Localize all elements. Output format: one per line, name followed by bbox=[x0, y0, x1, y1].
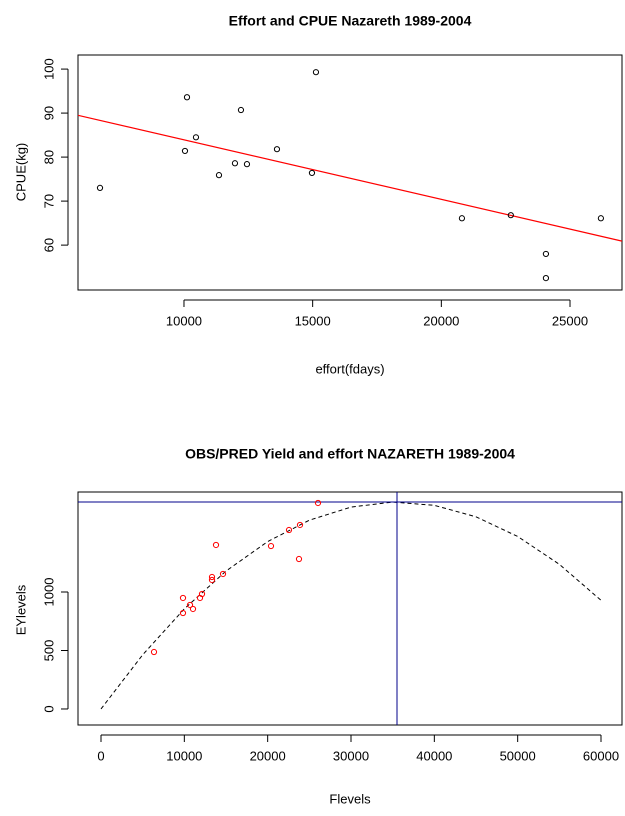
point bbox=[231, 160, 239, 167]
point bbox=[542, 275, 550, 282]
point bbox=[458, 215, 466, 222]
fit-line bbox=[77, 114, 623, 242]
chart-title: Effort and CPUE Nazareth 1989-2004 bbox=[229, 13, 472, 29]
point bbox=[96, 184, 104, 192]
x-tick-label: 0 bbox=[97, 748, 104, 763]
x-tick-label: 25000 bbox=[552, 313, 588, 328]
point bbox=[273, 146, 281, 153]
point bbox=[208, 576, 216, 584]
x-tick-label: 10000 bbox=[166, 748, 202, 763]
chart-title: OBS/PRED Yield and effort NAZARETH 1989-… bbox=[185, 446, 515, 462]
point bbox=[179, 609, 187, 617]
point bbox=[296, 521, 304, 529]
point bbox=[285, 526, 293, 534]
point bbox=[208, 573, 216, 581]
plot-frame bbox=[77, 54, 623, 291]
point bbox=[179, 594, 187, 602]
x-tick-label: 20000 bbox=[250, 748, 286, 763]
point bbox=[267, 542, 275, 550]
point bbox=[542, 250, 550, 258]
x-tick-label: 40000 bbox=[416, 748, 452, 763]
y-tick-label: 60 bbox=[41, 238, 56, 252]
point bbox=[314, 499, 322, 507]
x-tick-label: 20000 bbox=[423, 313, 459, 328]
y-tick-label: 70 bbox=[41, 194, 56, 208]
x-tick-label: 60000 bbox=[583, 748, 619, 763]
x-axis-label: effort(fdays) bbox=[315, 361, 384, 376]
y-tick-label: 1000 bbox=[41, 578, 56, 607]
x-tick-label: 10000 bbox=[166, 313, 202, 328]
point bbox=[295, 555, 303, 563]
point bbox=[219, 570, 227, 578]
predicted-curve bbox=[100, 501, 602, 710]
point bbox=[192, 134, 200, 141]
y-tick-label: 100 bbox=[41, 58, 56, 80]
point bbox=[189, 605, 197, 613]
point bbox=[308, 169, 316, 177]
y-axis-label: CPUE(kg) bbox=[13, 143, 28, 202]
x-tick-label: 15000 bbox=[295, 313, 331, 328]
x-tick-label: 30000 bbox=[333, 748, 369, 763]
point bbox=[198, 590, 206, 598]
point bbox=[243, 161, 251, 168]
point bbox=[186, 601, 194, 609]
point bbox=[597, 215, 604, 222]
y-tick-label: 500 bbox=[41, 640, 56, 662]
y-axis-label: EYlevels bbox=[13, 584, 28, 635]
x-axis-label: Flevels bbox=[329, 791, 371, 806]
point bbox=[215, 172, 223, 179]
point bbox=[212, 541, 220, 549]
point bbox=[150, 648, 158, 656]
point bbox=[237, 106, 245, 114]
y-tick-label: 80 bbox=[41, 150, 56, 164]
point bbox=[507, 212, 514, 219]
point bbox=[183, 94, 191, 101]
point bbox=[312, 69, 320, 76]
y-tick-label: 0 bbox=[41, 705, 56, 712]
y-tick-label: 90 bbox=[41, 106, 56, 120]
plot-frame bbox=[77, 491, 623, 726]
x-tick-label: 50000 bbox=[500, 748, 536, 763]
point bbox=[181, 147, 189, 155]
